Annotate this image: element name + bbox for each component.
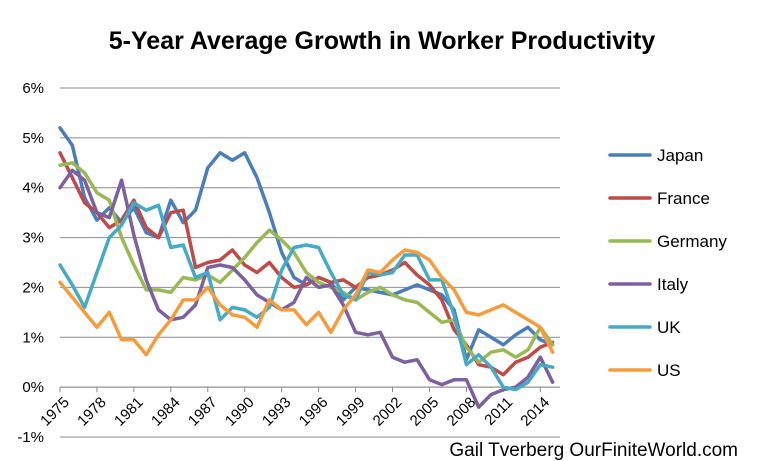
legend-label-germany: Germany <box>657 232 727 251</box>
x-tick-label: 1999 <box>333 394 369 430</box>
x-tick-label: 1984 <box>148 394 184 430</box>
x-tick-label: 1987 <box>185 394 221 430</box>
gridlines <box>60 87 560 438</box>
series-line-us <box>58 248 555 357</box>
series-lines <box>58 126 555 409</box>
y-tick-label: 5% <box>22 130 44 147</box>
series-line-uk <box>58 200 555 392</box>
x-tick-label: 2014 <box>518 394 554 430</box>
legend-label-japan: Japan <box>657 146 703 165</box>
legend-label-italy: Italy <box>657 275 689 294</box>
y-tick-label: 3% <box>22 230 44 247</box>
series-line-germany <box>58 161 555 364</box>
legend-label-france: France <box>657 189 710 208</box>
y-tick-label: -1% <box>17 429 44 446</box>
series-line-italy <box>58 168 555 409</box>
legend-label-us: US <box>657 361 681 380</box>
y-tick-label: 4% <box>22 180 44 197</box>
x-tick-label: 1996 <box>296 394 332 430</box>
y-tick-label: 6% <box>22 80 44 97</box>
x-axis: 1975 1978 1981 1984 1987 1990 1993 1996 1999 2002… <box>37 386 560 430</box>
x-tick-label: 2005 <box>407 394 443 430</box>
x-tick-label: 1981 <box>111 394 147 430</box>
legend: Japan France Germany Italy UK US <box>608 146 727 380</box>
x-tick-label: 1975 <box>37 394 73 430</box>
source-credit: Gail Tverberg OurFiniteWorld.com <box>449 440 738 461</box>
x-tick-label: 1993 <box>259 394 295 430</box>
legend-label-uk: UK <box>657 318 681 337</box>
y-tick-label: 2% <box>22 279 44 296</box>
x-tick-label: 2002 <box>370 394 406 430</box>
chart-title: 5-Year Average Growth in Worker Producti… <box>109 27 656 55</box>
y-tick-label: 0% <box>22 379 44 396</box>
x-tick-label: 1990 <box>222 394 258 430</box>
y-axis-tick-labels: -1% 0% 1% 2% 3% 4% 5% 6% <box>17 80 44 446</box>
y-tick-label: 1% <box>22 329 44 346</box>
x-tick-label: 1978 <box>74 394 110 430</box>
